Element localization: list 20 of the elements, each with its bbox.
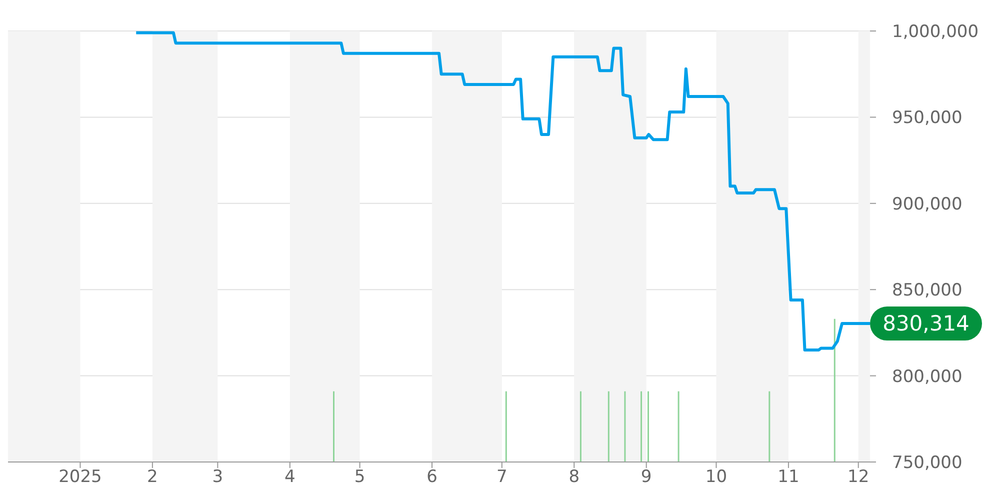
y-tick-label: 900,000 bbox=[892, 194, 962, 214]
y-tick-label: 800,000 bbox=[892, 366, 962, 387]
x-tick-label: 9 bbox=[640, 467, 652, 488]
line-series bbox=[134, 31, 870, 352]
x-tick-label: 10 bbox=[705, 467, 728, 488]
x-tick-label: 2025 bbox=[58, 467, 102, 488]
x-tick-label: 3 bbox=[212, 467, 224, 488]
x-tick-label: 6 bbox=[426, 467, 438, 488]
y-tick-label: 750,000 bbox=[892, 453, 962, 474]
x-tick-label: 2 bbox=[147, 467, 158, 488]
x-tick-label: 12 bbox=[848, 467, 870, 488]
y-tick-label: 850,000 bbox=[892, 280, 962, 301]
x-tick-label: 7 bbox=[496, 467, 508, 488]
x-tick-label: 8 bbox=[568, 467, 580, 488]
annotation: 830,314 bbox=[882, 312, 970, 336]
x-tick-label: 4 bbox=[284, 467, 296, 488]
y-tick-label: 1,000,000 bbox=[892, 22, 979, 42]
y-tick-label: 950,000 bbox=[892, 108, 962, 128]
x-tick-label: 11 bbox=[778, 467, 800, 488]
x-tick-label: 5 bbox=[354, 467, 366, 488]
